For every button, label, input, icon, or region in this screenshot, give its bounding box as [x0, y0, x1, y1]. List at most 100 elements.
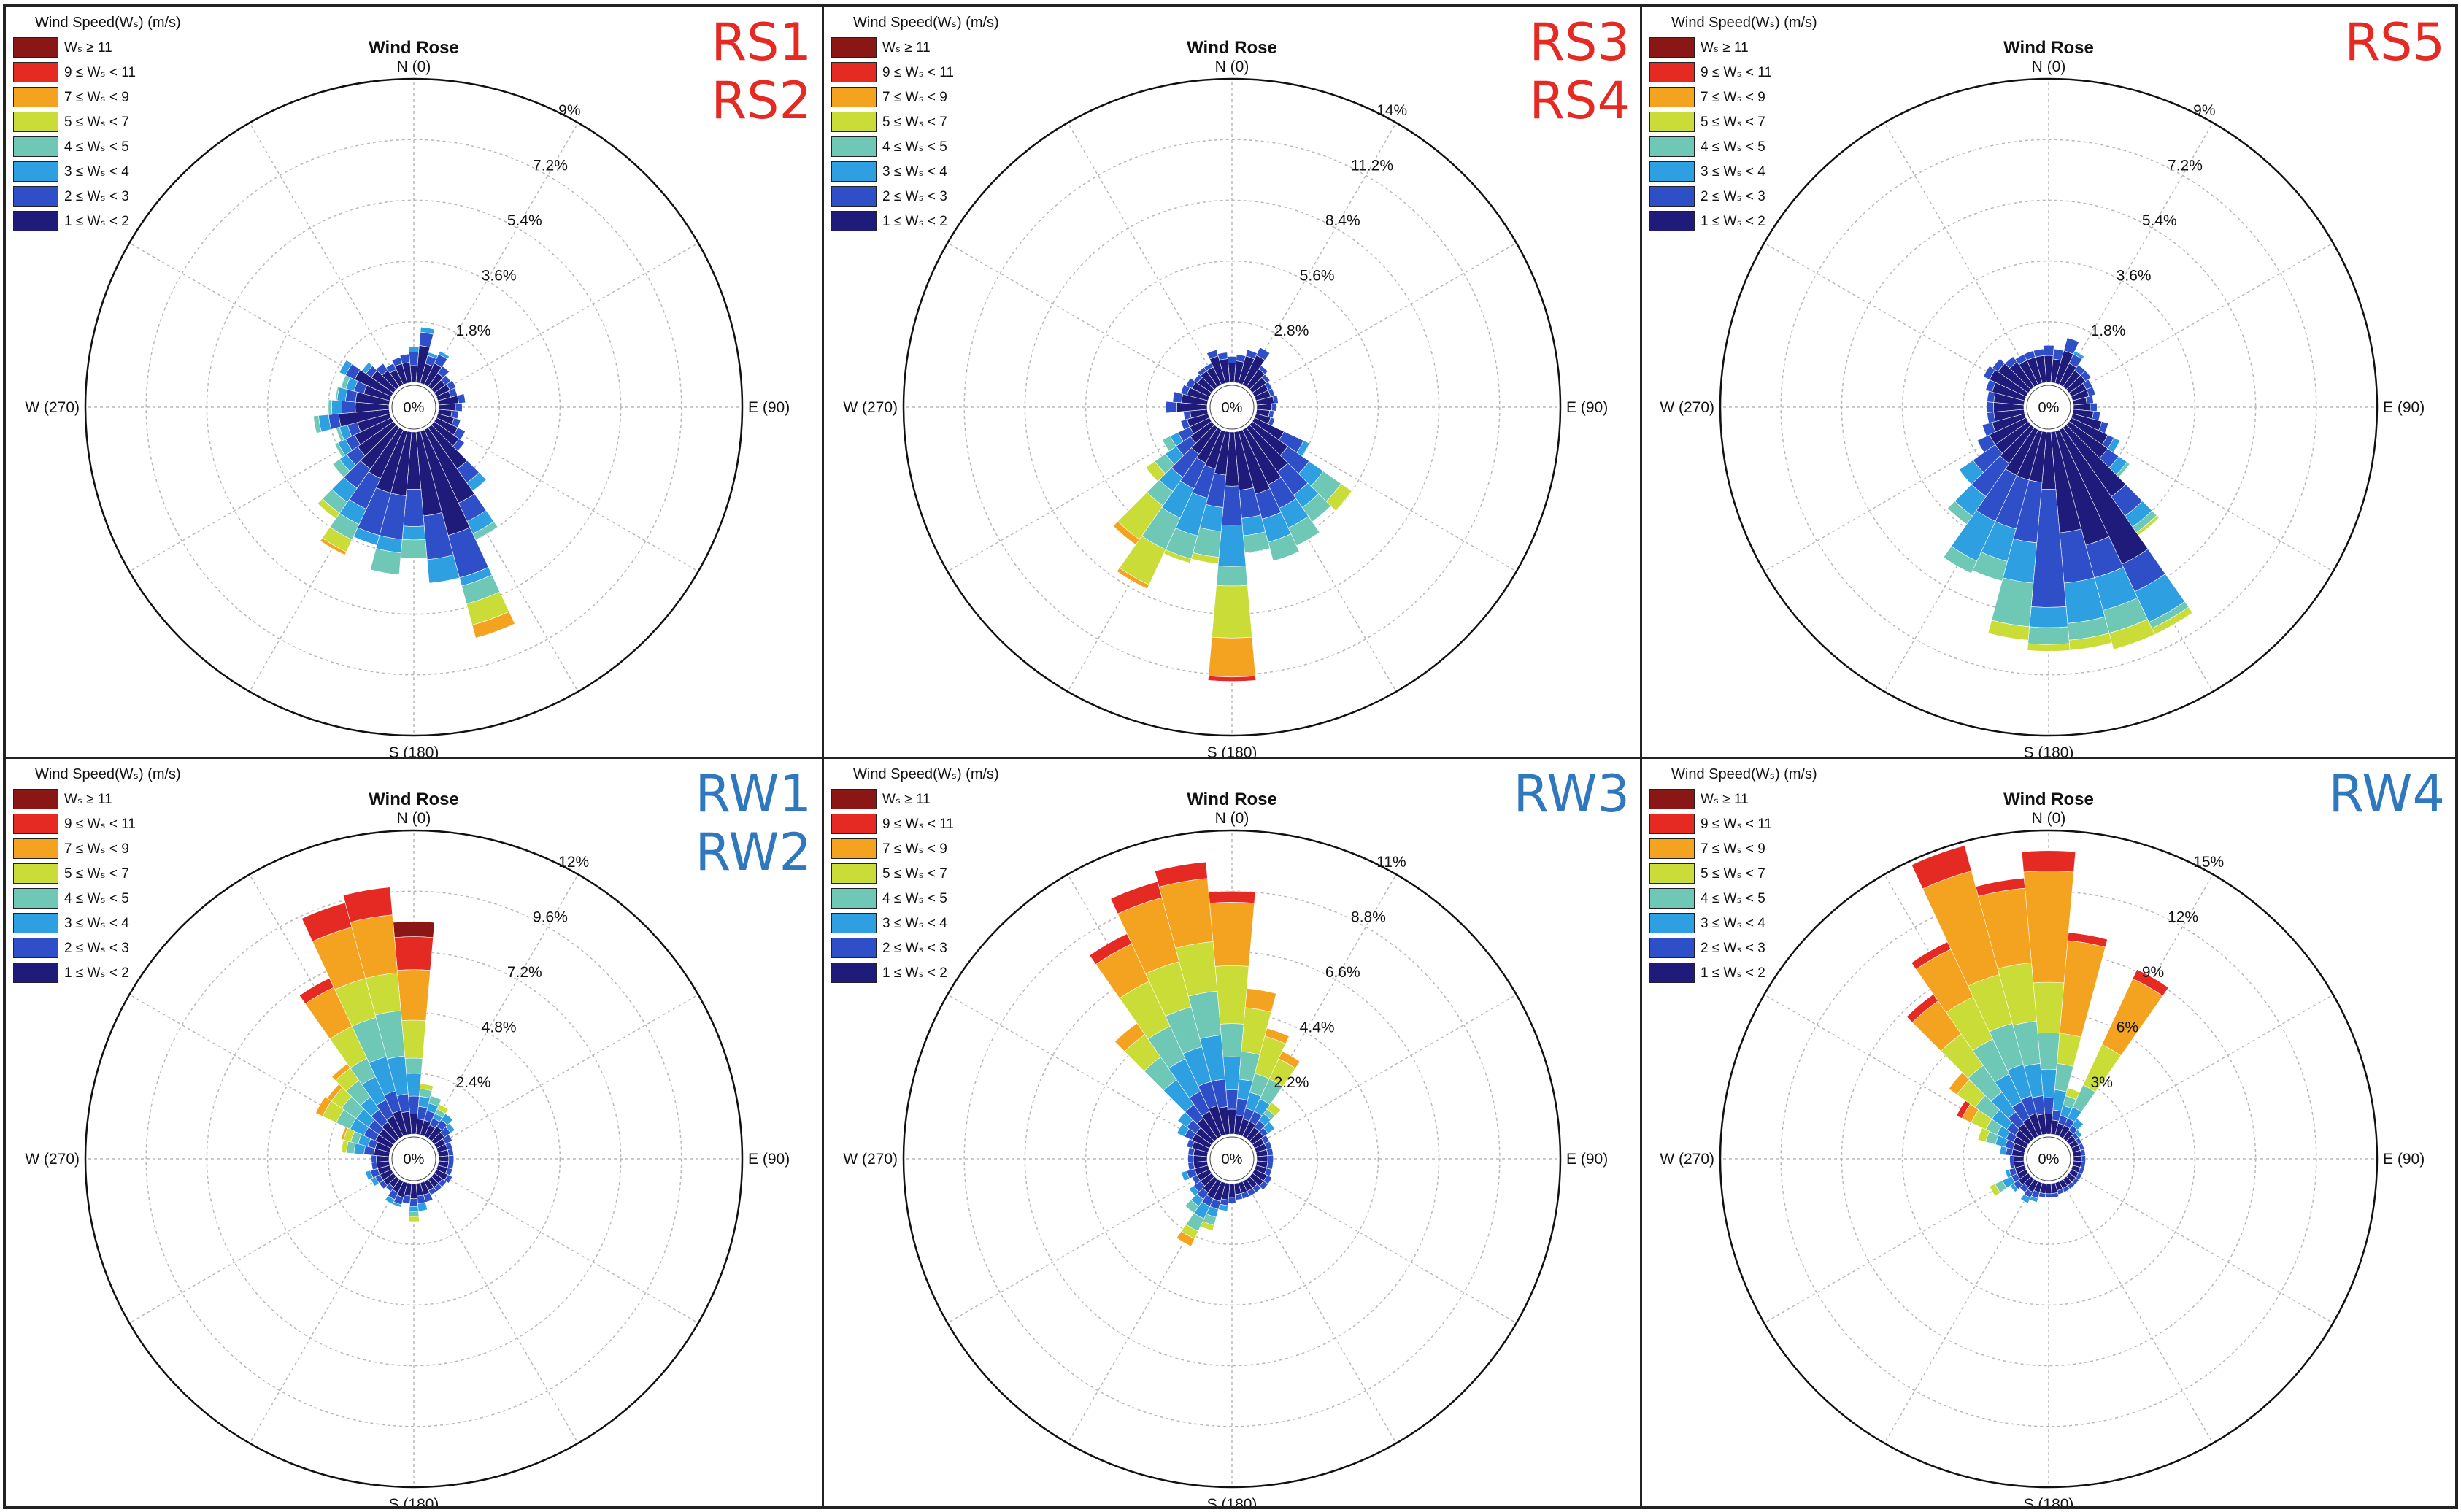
legend-label: 2 ≤ Wₛ < 3 — [882, 940, 947, 956]
wedge-210-bin-5 — [1117, 567, 1149, 590]
ring-label: 7.2% — [2168, 158, 2203, 174]
legend-label: 3 ≤ Wₛ < 4 — [1701, 163, 1765, 180]
grid-spoke — [128, 419, 393, 572]
wedge-350-bin-1 — [2033, 348, 2045, 358]
legend-swatch — [831, 913, 877, 933]
legend-label: 1 ≤ Wₛ < 2 — [64, 213, 129, 229]
outer-ring — [84, 829, 744, 1489]
grid-spoke — [1763, 1170, 2027, 1324]
wedge-0-bin-1 — [408, 1095, 420, 1114]
legend-swatch — [1649, 838, 1695, 859]
wedge-0-bin-1 — [2043, 1097, 2054, 1114]
grid-spoke — [947, 242, 1211, 396]
ring-label: 9% — [558, 102, 580, 119]
grid-spoke — [1253, 994, 1517, 1147]
panel-rw1-rw2: 0% 2.4% 4.8% 7.2% 9.6% 12% N (0) S (180) E (90) W… — [6, 759, 824, 1506]
ring-label: 1.8% — [456, 323, 491, 339]
wedge-180-bin-2 — [401, 525, 426, 541]
direction-south: S (180) — [389, 1496, 439, 1506]
wedge-270-bin-3 — [328, 399, 333, 415]
ring-label: 15% — [2193, 854, 2224, 871]
wedge-280-bin-1 — [1172, 391, 1184, 404]
wedge-270-bin-1 — [1166, 401, 1178, 414]
legend-title: Wind Speed(Wₛ) (m/s) — [1671, 766, 1817, 782]
grid-spoke — [128, 994, 393, 1147]
panel-rw3: 0% 2.2% 4.4% 6.6% 8.8% 11% N (0) S (180) E (90) W… — [824, 759, 1642, 1506]
ring-label: 4.8% — [482, 1019, 517, 1035]
wedge-220-bin-4 — [317, 498, 340, 520]
grid-spoke — [2060, 428, 2214, 693]
wedge-180-bin-3 — [1216, 566, 1248, 587]
ring-label: 7.2% — [533, 158, 568, 174]
legend-label: 4 ≤ Wₛ < 5 — [1701, 890, 1765, 906]
wedge-20-bin-5 — [1264, 1027, 1290, 1044]
outer-ring — [1719, 829, 2379, 1489]
ring-label: 9% — [2142, 964, 2164, 981]
legend: Wind Speed(Wₛ) (m/s) Wₛ ≥ 11 9 ≤ Wₛ < 11 7 … — [13, 765, 181, 985]
ring-label: 6% — [2117, 1019, 2138, 1035]
legend-row: 9 ≤ Wₛ < 11 — [831, 811, 999, 836]
grid-spoke — [947, 994, 1211, 1147]
legend-label: 3 ≤ Wₛ < 4 — [1701, 915, 1765, 931]
chart-title: Wind Rose — [369, 38, 459, 58]
legend-swatch — [831, 62, 877, 82]
direction-south: S (180) — [1207, 1496, 1258, 1506]
grid-spoke — [249, 428, 402, 693]
direction-east: E (90) — [1566, 399, 1608, 416]
wedge-320-bin-1 — [375, 363, 389, 376]
ring-label: 8.8% — [1351, 909, 1386, 926]
grid-spoke — [1244, 873, 1397, 1138]
legend-swatch — [13, 211, 58, 231]
wedge-0-bin-5 — [1209, 902, 1255, 967]
direction-south: S (180) — [1207, 744, 1258, 757]
legend-row: 5 ≤ Wₛ < 7 — [1649, 109, 1817, 134]
wedge-220-bin-3 — [1185, 1199, 1199, 1214]
legend-label: 7 ≤ Wₛ < 9 — [882, 89, 947, 105]
grid-spoke — [1884, 122, 2037, 386]
wedge-80-bin-1 — [447, 1148, 454, 1157]
legend-row: 5 ≤ Wₛ < 7 — [13, 861, 181, 886]
legend-label: 2 ≤ Wₛ < 3 — [64, 188, 129, 204]
wedge-230-bin-2 — [1959, 460, 1984, 485]
wedge-0-bin-4 — [1214, 965, 1249, 1025]
grid-spoke — [2070, 1170, 2334, 1324]
center-label: 0% — [404, 400, 425, 416]
legend-row: Wₛ ≥ 11 — [13, 787, 181, 811]
direction-north: N (0) — [1215, 810, 1249, 827]
grid-spoke — [2060, 122, 2214, 386]
legend-label: 2 ≤ Wₛ < 3 — [1701, 940, 1765, 956]
legend-row: 3 ≤ Wₛ < 4 — [13, 159, 181, 184]
panel-label-line: RS5 — [2344, 12, 2445, 72]
wedge-80-bin-1 — [1266, 1147, 1274, 1157]
direction-west: W (270) — [1660, 1151, 1714, 1168]
grid-ring — [963, 139, 1501, 676]
panel-label: RS5 — [2344, 13, 2445, 72]
legend-label: 5 ≤ Wₛ < 7 — [882, 865, 947, 882]
wedge-180-bin-6 — [1207, 676, 1257, 682]
direction-east: E (90) — [748, 1151, 790, 1168]
legend-label: 7 ≤ Wₛ < 9 — [882, 841, 947, 857]
ring-label: 5.4% — [507, 212, 542, 229]
wedge-0-bin-7 — [393, 921, 435, 938]
legend-label: Wₛ ≥ 11 — [1701, 39, 1749, 55]
panel-label: RW4 — [2328, 765, 2445, 823]
wedge-230-bin-3 — [332, 458, 350, 478]
grid-spoke — [128, 242, 393, 396]
wedge-0-bin-2 — [2040, 1068, 2057, 1098]
wedge-240-bin-3 — [1162, 436, 1176, 452]
ring-label: 11.2% — [1351, 158, 1393, 174]
legend-row: 9 ≤ Wₛ < 11 — [13, 60, 181, 85]
wedge-10-bin-1 — [419, 331, 434, 348]
wedge-270-bin-1 — [341, 401, 356, 414]
wedge-130-bin-4 — [1325, 483, 1352, 512]
panel-label-line: RS3 — [1529, 12, 1630, 72]
legend-row: 3 ≤ Wₛ < 4 — [1649, 911, 1817, 936]
wedge-80-bin-1 — [2080, 1149, 2086, 1157]
center-circle — [2026, 1136, 2071, 1181]
wedge-170-bin-1 — [1234, 1193, 1244, 1200]
center-circle — [1209, 385, 1255, 430]
wedge-0-bin-2 — [406, 1073, 422, 1097]
ring-label: 2.4% — [456, 1074, 491, 1091]
wedge-280-bin-3 — [335, 386, 340, 401]
legend-label: 2 ≤ Wₛ < 3 — [64, 940, 129, 956]
